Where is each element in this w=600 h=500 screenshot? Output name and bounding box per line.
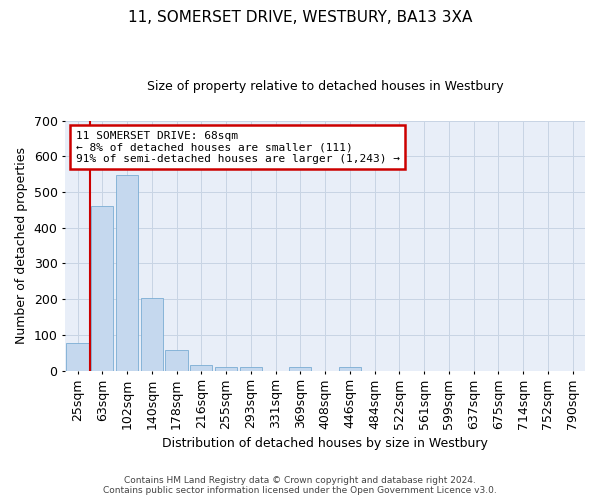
Bar [190,365,212,370]
Bar [67,342,89,370]
Text: 11 SOMERSET DRIVE: 68sqm
← 8% of detached houses are smaller (111)
91% of semi-d: 11 SOMERSET DRIVE: 68sqm ← 8% of detache… [76,130,400,164]
Bar [240,368,262,370]
Text: Contains HM Land Registry data © Crown copyright and database right 2024.
Contai: Contains HM Land Registry data © Crown c… [103,476,497,495]
Text: 11, SOMERSET DRIVE, WESTBURY, BA13 3XA: 11, SOMERSET DRIVE, WESTBURY, BA13 3XA [128,10,472,25]
Bar [91,206,113,370]
Bar [166,350,188,370]
Bar [339,368,361,370]
Bar [140,298,163,370]
Title: Size of property relative to detached houses in Westbury: Size of property relative to detached ho… [147,80,503,93]
Bar [215,368,237,370]
X-axis label: Distribution of detached houses by size in Westbury: Distribution of detached houses by size … [162,437,488,450]
Y-axis label: Number of detached properties: Number of detached properties [15,147,28,344]
Bar [116,175,138,370]
Bar [289,368,311,370]
